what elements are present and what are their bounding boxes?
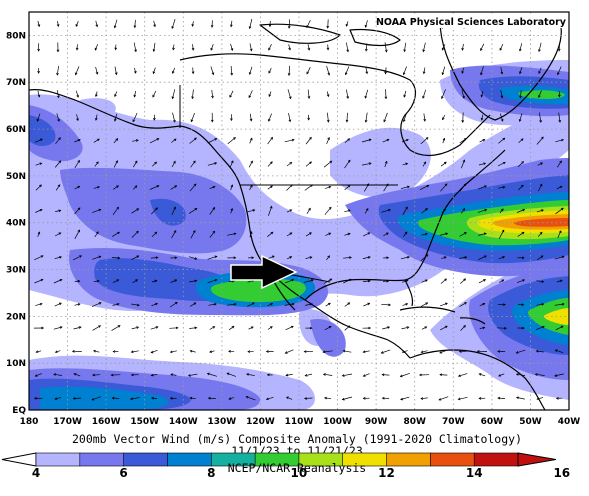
wind-vectors bbox=[33, 18, 565, 401]
map-frame bbox=[28, 11, 570, 411]
colorbar-low-end bbox=[1, 452, 37, 467]
lon-label: 120W bbox=[246, 417, 275, 427]
lon-label: 40W bbox=[558, 417, 581, 427]
big-arrow-right-icon bbox=[230, 254, 298, 290]
colorbar-label: 16 bbox=[553, 466, 570, 480]
lon-label: 90W bbox=[365, 417, 388, 427]
lon-label: 60W bbox=[481, 417, 504, 427]
credit-label: NOAA Physical Sciences Laboratory bbox=[376, 17, 567, 28]
latitude-labels: EQ 10N 20N 30N 40N 50N 60N 70N 80N bbox=[6, 31, 26, 416]
colorbar-label: 4 bbox=[32, 466, 40, 480]
lat-label: 70N bbox=[6, 78, 26, 88]
colorbar-swatch bbox=[430, 452, 475, 467]
lat-label: 10N bbox=[6, 359, 26, 369]
colorbar-swatch bbox=[167, 452, 212, 467]
colorbar-swatch bbox=[473, 452, 519, 467]
figure-title: 200mb Vector Wind (m/s) Composite Anomal… bbox=[72, 432, 522, 446]
lat-label: 50N bbox=[6, 172, 26, 182]
colorbar-swatch bbox=[123, 452, 168, 467]
lon-label: 180 bbox=[20, 417, 39, 427]
lon-label: 160W bbox=[92, 417, 121, 427]
lon-label: 80W bbox=[403, 417, 426, 427]
lat-label: EQ bbox=[12, 406, 26, 416]
lon-label: 110W bbox=[285, 417, 314, 427]
lon-label: 130W bbox=[207, 417, 236, 427]
lon-label: 170W bbox=[53, 417, 82, 427]
lon-label: 140W bbox=[169, 417, 198, 427]
longitude-labels: 180 170W 160W 150W 140W 130W 120W 110W 100W 90W 80… bbox=[20, 417, 581, 427]
lat-label: 40N bbox=[6, 219, 26, 229]
colorbar-swatch bbox=[35, 452, 81, 467]
lon-label: 70W bbox=[442, 417, 465, 427]
lon-label: 100W bbox=[323, 417, 352, 427]
lat-label: 30N bbox=[6, 266, 26, 276]
colorbar-high-end bbox=[517, 452, 557, 467]
lat-label: 20N bbox=[6, 312, 26, 322]
lon-label: 150W bbox=[130, 417, 159, 427]
lat-label: 80N bbox=[6, 31, 26, 41]
colorbar-label: 6 bbox=[119, 466, 127, 480]
colorbar-swatch bbox=[79, 452, 125, 467]
colorbar bbox=[1, 452, 557, 467]
colorbar-label: 14 bbox=[466, 466, 483, 480]
colorbar-label: 10 bbox=[291, 466, 308, 480]
dataset-label: NCEP/NCAR Reanalysis bbox=[228, 461, 366, 475]
gridlines bbox=[29, 12, 569, 410]
colorbar-label: 8 bbox=[207, 466, 215, 480]
colorbar-label: 12 bbox=[378, 466, 395, 480]
lat-label: 60N bbox=[6, 125, 26, 135]
lon-label: 50W bbox=[519, 417, 542, 427]
colorbar-labels: 4 6 8 10 12 14 16 bbox=[32, 466, 570, 480]
colorbar-swatch bbox=[386, 452, 431, 467]
